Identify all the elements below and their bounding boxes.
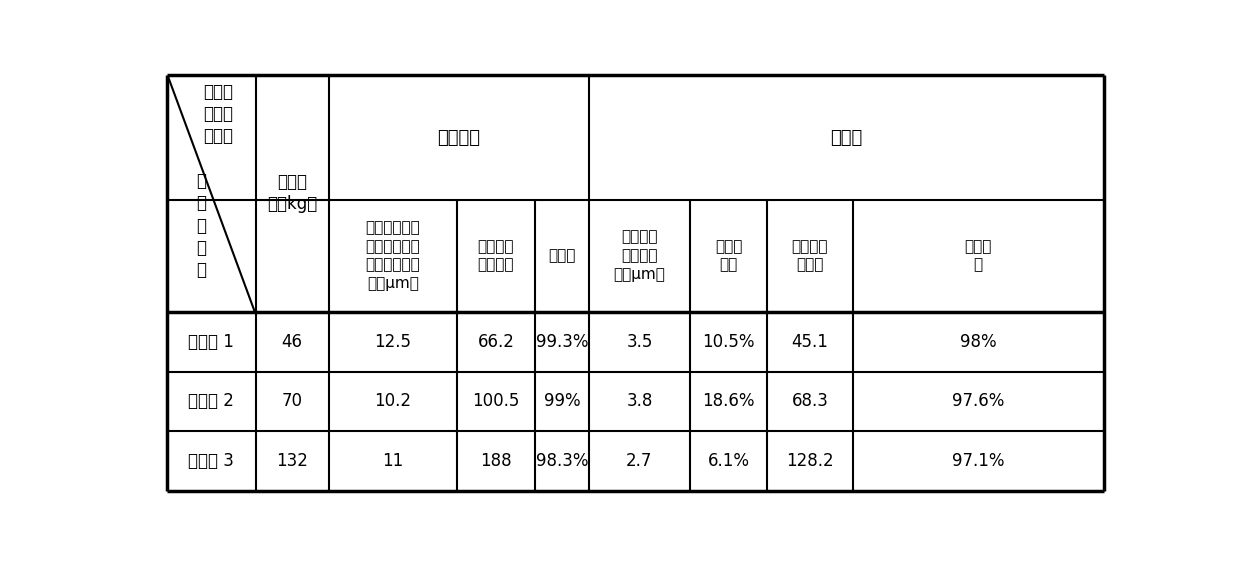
Text: 实施例 3: 实施例 3: [188, 452, 233, 470]
Text: 6.1%: 6.1%: [708, 452, 749, 470]
Text: 总回收
率: 总回收 率: [965, 239, 992, 272]
Text: 128.2: 128.2: [786, 452, 833, 470]
Text: 46: 46: [281, 333, 303, 351]
Text: 66.2: 66.2: [477, 333, 515, 351]
Text: 混合铵盐
回收数量: 混合铵盐 回收数量: [477, 239, 515, 272]
Text: 喷雾结晶: 喷雾结晶: [438, 129, 480, 147]
Text: 钨酸铵和铼酸
铵混合铵盐结
晶粉末平均粒
度（μm）: 钨酸铵和铼酸 铵混合铵盐结 晶粉末平均粒 度（μm）: [366, 220, 420, 291]
Text: 99%: 99%: [543, 392, 580, 410]
Text: 98%: 98%: [960, 333, 997, 351]
Text: 废料重
量（kg）: 废料重 量（kg）: [267, 173, 317, 213]
Text: 氢还原: 氢还原: [830, 129, 863, 147]
Text: 实施例 2: 实施例 2: [188, 392, 233, 410]
Text: 含铼量
测试: 含铼量 测试: [714, 239, 743, 272]
Text: 3.5: 3.5: [626, 333, 652, 351]
Text: 实
施
例
编
号: 实 施 例 编 号: [196, 172, 207, 279]
Text: 合金粉回
收数量: 合金粉回 收数量: [791, 239, 828, 272]
Text: 回收率: 回收率: [548, 248, 575, 263]
Text: 2.7: 2.7: [626, 452, 652, 470]
Text: 实施例 1: 实施例 1: [188, 333, 233, 351]
Text: 188: 188: [480, 452, 512, 470]
Text: 12.5: 12.5: [374, 333, 412, 351]
Text: 99.3%: 99.3%: [536, 333, 588, 351]
Text: 3.8: 3.8: [626, 392, 652, 410]
Text: 18.6%: 18.6%: [702, 392, 755, 410]
Text: 10.2: 10.2: [374, 392, 412, 410]
Text: 97.1%: 97.1%: [952, 452, 1004, 470]
Text: 100.5: 100.5: [472, 392, 520, 410]
Text: 98.3%: 98.3%: [536, 452, 588, 470]
Text: 钨铼合金
粉平均粒
度（μm）: 钨铼合金 粉平均粒 度（μm）: [614, 230, 666, 282]
Text: 11: 11: [382, 452, 403, 470]
Text: 68.3: 68.3: [791, 392, 828, 410]
Text: 70: 70: [281, 392, 303, 410]
Text: 132: 132: [277, 452, 308, 470]
Text: 45.1: 45.1: [791, 333, 828, 351]
Text: 97.6%: 97.6%: [952, 392, 1004, 410]
Text: 10.5%: 10.5%: [702, 333, 755, 351]
Text: 质量和
工艺性
能参数: 质量和 工艺性 能参数: [203, 83, 233, 145]
